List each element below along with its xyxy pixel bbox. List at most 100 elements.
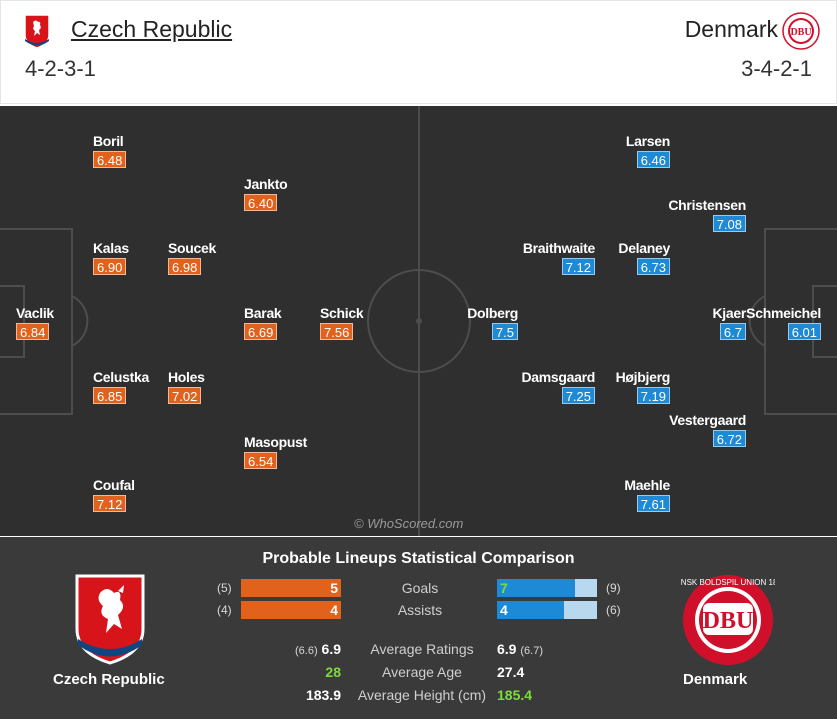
player-name: Damsgaard (521, 369, 595, 385)
statistical-comparison-panel: Probable Lineups Statistical Comparison … (0, 537, 837, 719)
away-avg-value: 6.9 (497, 641, 517, 657)
player-rating: 6.69 (244, 323, 278, 340)
player-rating: 7.25 (561, 387, 595, 404)
player-name: Schick (320, 305, 364, 321)
player-rating: 7.61 (636, 495, 670, 512)
home-avg-rating: (6.6) 6.9 (295, 639, 341, 661)
away-bar: 7 (497, 579, 575, 597)
avg-label: Average Height (cm) (357, 687, 487, 703)
away-player[interactable]: Christensen 7.08 (656, 197, 746, 234)
away-total: (9) (606, 581, 621, 595)
player-name: Vaclik (16, 305, 54, 321)
home-player[interactable]: Vaclik 6.84 (16, 305, 76, 342)
away-avg-extra: (6.7) (520, 645, 543, 657)
player-rating: 6.90 (93, 258, 127, 275)
player-name: Coufal (93, 477, 135, 493)
dbu-crest-text-small: DBU (790, 27, 811, 38)
player-name: Kjaer (712, 305, 746, 321)
player-rating: 7.19 (636, 387, 670, 404)
czech-lion-crest-icon (24, 14, 50, 49)
away-avg-age: 27.4 (497, 664, 525, 680)
avg-label: Average Ratings (370, 641, 474, 657)
player-name: Delaney (618, 240, 670, 256)
stat-row-goals: (5) 5 Goals 7 (9) (0, 579, 837, 599)
home-total: (5) (217, 581, 232, 595)
player-rating: 7.5 (491, 323, 518, 340)
player-name: Kalas (93, 240, 129, 256)
player-name: Højbjerg (615, 369, 671, 385)
home-player[interactable]: Schick 7.56 (320, 305, 380, 342)
player-name: Celustka (93, 369, 149, 385)
away-bar: 4 (497, 601, 564, 619)
away-bar-track: 7 (497, 579, 597, 597)
stat-label: Goals (401, 580, 439, 596)
comparison-title: Probable Lineups Statistical Comparison (262, 550, 575, 567)
player-rating: 7.12 (561, 258, 595, 275)
away-bar-track: 4 (497, 601, 597, 619)
avg-row-ratings: (6.6) 6.9 Average Ratings 6.9 (6.7) (0, 639, 837, 659)
player-name: Holes (168, 369, 205, 385)
player-rating: 7.56 (320, 323, 354, 340)
pitch-lines (0, 106, 837, 536)
stat-label: Assists (397, 602, 443, 618)
player-rating: 6.46 (636, 151, 670, 168)
home-avg-height: 183.9 (305, 687, 341, 703)
home-player[interactable]: Masopust 6.54 (244, 434, 307, 471)
player-name: Christensen (668, 197, 746, 213)
dbu-crest-text: DBU (703, 608, 754, 634)
home-avg-value: 6.9 (321, 641, 341, 657)
away-player[interactable]: Vestergaard 6.72 (656, 412, 746, 449)
player-name: Boril (93, 133, 124, 149)
home-player[interactable]: Boril 6.48 (93, 133, 153, 170)
away-player[interactable]: Højbjerg 7.19 (580, 369, 670, 406)
away-player[interactable]: Dolberg 7.5 (428, 305, 518, 342)
player-rating: 7.02 (168, 387, 202, 404)
away-player[interactable]: Damsgaard 7.25 (505, 369, 595, 406)
home-player[interactable]: Jankto 6.40 (244, 176, 304, 213)
away-total: (6) (606, 603, 621, 617)
player-name: Soucek (168, 240, 216, 256)
home-team-caption: Czech Republic (53, 671, 165, 688)
player-rating: 6.73 (636, 258, 670, 275)
player-rating: 6.85 (93, 387, 127, 404)
player-name: Barak (244, 305, 282, 321)
home-player[interactable]: Soucek 6.98 (168, 240, 228, 277)
match-header: Czech Republic 4-2-3-1 Denmark DBU 3-4-2… (0, 0, 837, 104)
pitch: Boril 6.48 Jankto 6.40 Kalas 6.90 Soucek… (0, 106, 837, 536)
player-rating: 6.40 (244, 194, 278, 211)
player-name: Vestergaard (669, 412, 746, 428)
stat-row-assists: (4) 4 Assists 4 (6) (0, 601, 837, 621)
away-player[interactable]: Larsen 6.46 (580, 133, 670, 170)
home-player[interactable]: Coufal 7.12 (93, 477, 153, 514)
home-player[interactable]: Barak 6.69 (244, 305, 304, 342)
avg-row-age: 28 Average Age 27.4 (0, 662, 837, 682)
away-avg-rating: 6.9 (6.7) (497, 639, 543, 661)
away-player[interactable]: Braithwaite 7.12 (505, 240, 595, 277)
home-team-link[interactable]: Czech Republic (71, 16, 233, 42)
away-player[interactable]: Schmeichel 6.01 (731, 305, 821, 342)
player-name: Braithwaite (522, 240, 595, 256)
player-rating: 7.12 (93, 495, 127, 512)
dbu-crest-icon: DBU (782, 12, 820, 50)
home-bar-track: 5 (241, 579, 341, 597)
away-team-name: Denmark (684, 16, 778, 42)
home-player[interactable]: Celustka 6.85 (93, 369, 153, 406)
player-name: Jankto (244, 176, 288, 192)
away-player[interactable]: Kjaer 6.7 (656, 305, 746, 342)
czech-lion-crest-icon (75, 574, 145, 665)
home-avg-extra: (6.6) (295, 645, 318, 657)
away-player[interactable]: Delaney 6.73 (580, 240, 670, 277)
away-player[interactable]: Maehle 7.61 (580, 477, 670, 514)
avg-row-height: 183.9 Average Height (cm) 185.4 (0, 685, 837, 705)
away-formation: 3-4-2-1 (741, 56, 812, 81)
home-player[interactable]: Holes 7.02 (168, 369, 228, 406)
home-bar: 4 (241, 601, 341, 619)
home-bar: 5 (241, 579, 341, 597)
home-player[interactable]: Kalas 6.90 (93, 240, 153, 277)
player-rating: 7.08 (712, 215, 746, 232)
away-team-caption: Denmark (683, 671, 748, 688)
player-name: Maehle (624, 477, 670, 493)
dbu-crest-icon: DBU DANSK BOLDSPIL UNION 1889 (681, 575, 775, 665)
player-rating: 6.01 (787, 323, 821, 340)
